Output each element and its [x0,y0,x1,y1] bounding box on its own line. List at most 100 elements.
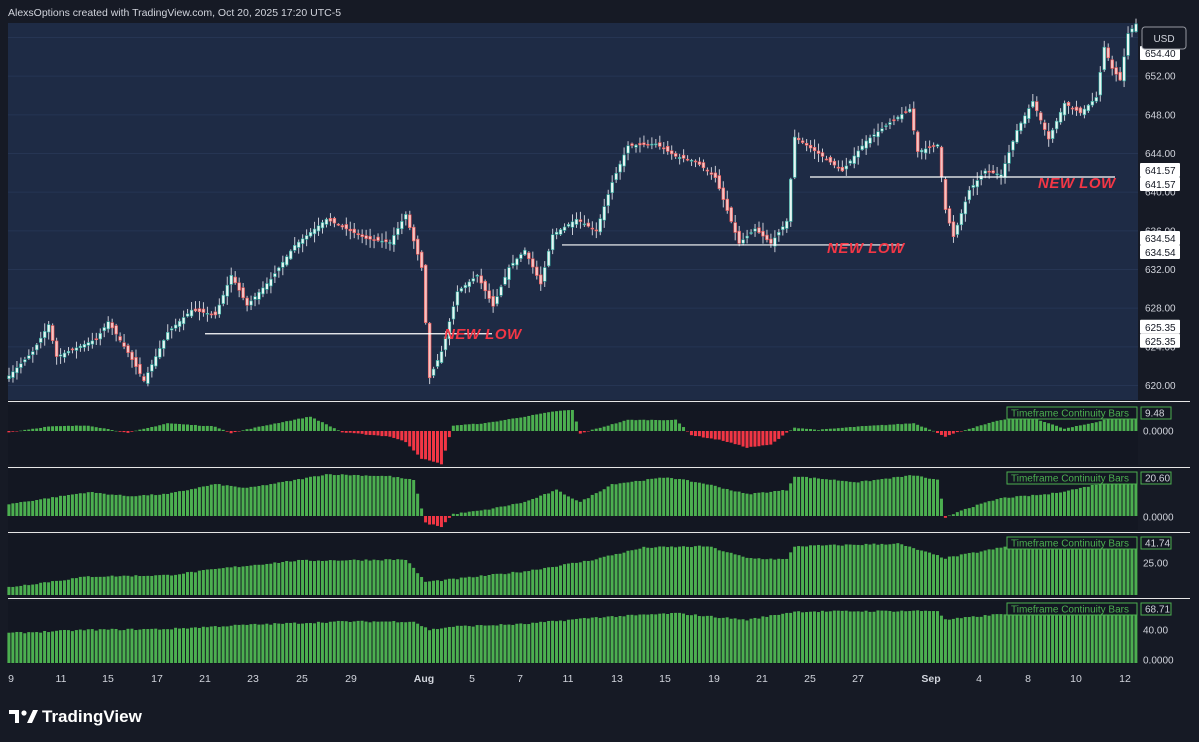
histogram-bar [928,478,932,516]
histogram-bar [924,610,928,663]
histogram-bar [55,580,59,595]
candle [503,268,507,286]
histogram-bar [225,485,229,516]
histogram-bar [316,560,320,595]
price-badge: 634.54 [1140,244,1180,259]
histogram-bar [618,615,622,663]
histogram-bar [860,545,864,595]
histogram-bar [479,423,483,431]
currency-button[interactable]: USD [1141,26,1187,50]
histogram-bar [812,429,816,431]
price-pane [8,23,1138,400]
candle [781,221,785,236]
time-axis: 9 11 15 17 21 23 25 29 Aug 5 7 11 13 15 19 21 25 27 Sep 4 8 1… [8,673,1131,685]
candle [1074,100,1079,116]
time-axis-label: 21 [199,673,211,685]
candle [439,345,444,364]
histogram-bar [1043,611,1047,663]
histogram-bar [1027,611,1031,663]
histogram-bar [626,550,630,595]
histogram-bar [852,611,856,663]
histogram-bar [118,494,122,516]
histogram-bar [963,430,967,431]
candle [725,190,729,214]
histogram-bar [991,500,995,516]
histogram-bar [920,611,924,663]
candle [114,323,118,342]
candle [808,140,813,153]
candle [166,324,170,341]
histogram-bar [217,484,221,516]
histogram-bar [1090,541,1094,595]
histogram-bar [439,431,443,465]
histogram-bar [19,585,23,595]
histogram-bar [1011,418,1015,431]
histogram-bar [701,431,705,438]
histogram-bar [539,621,543,663]
histogram-bar [43,582,47,595]
candle [614,167,618,183]
histogram-bar [1062,491,1066,516]
histogram-bar [1074,425,1078,431]
candle [908,104,912,113]
candle [523,247,527,257]
histogram-bar [955,556,959,595]
histogram-bar [400,431,404,441]
histogram-bar [332,621,336,663]
histogram-bar [62,495,66,516]
time-axis-label: Sep [921,673,940,685]
candle [1106,43,1110,61]
candle [296,239,301,254]
histogram-bar [685,480,689,516]
histogram-bar [348,475,352,516]
histogram-bar [1051,424,1055,431]
candle [336,223,341,227]
candle [1058,108,1063,125]
candle [289,249,293,260]
histogram-bar [35,500,39,516]
price-badge: 625.35 [1140,333,1180,348]
histogram-bar [876,425,880,431]
price-badge-label: 634.54 [1145,248,1176,259]
candle [249,295,253,311]
histogram-2 [7,474,1138,528]
candle [951,215,956,243]
histogram-bar [189,571,193,595]
candle [221,290,225,307]
histogram-bar [1126,606,1130,663]
histogram-bar [1122,539,1126,595]
histogram-bar [1078,487,1082,516]
candle [856,145,860,165]
histogram-bar [566,410,570,431]
candle [904,106,908,114]
histogram-bar [380,621,384,663]
histogram-bar [39,582,43,595]
histogram-bar [106,576,110,595]
histogram-bar [975,504,979,516]
candle [1114,61,1118,82]
histogram-bar [344,560,348,595]
candle [848,159,852,166]
histogram-bar [765,616,769,663]
histogram-bar [916,610,920,663]
histogram-bar [447,431,451,438]
histogram-bar [1098,608,1102,663]
histogram-bar [66,494,70,516]
histogram-bar [106,629,110,663]
histogram-bar [126,628,130,663]
histogram-bar [963,553,967,595]
candle [677,153,682,165]
histogram-bar [15,431,19,432]
histogram-bar [47,498,51,516]
candle [812,139,817,160]
histogram-bar [872,611,876,663]
histogram-bar [39,427,43,431]
histogram-bar [102,493,106,516]
histogram-bar [352,474,356,516]
histogram-bar [439,516,443,528]
histogram-bar [721,431,725,441]
histogram-bar [182,490,186,516]
histogram-bar [991,614,995,663]
histogram-bar [257,426,261,431]
histogram-bar [503,419,507,431]
